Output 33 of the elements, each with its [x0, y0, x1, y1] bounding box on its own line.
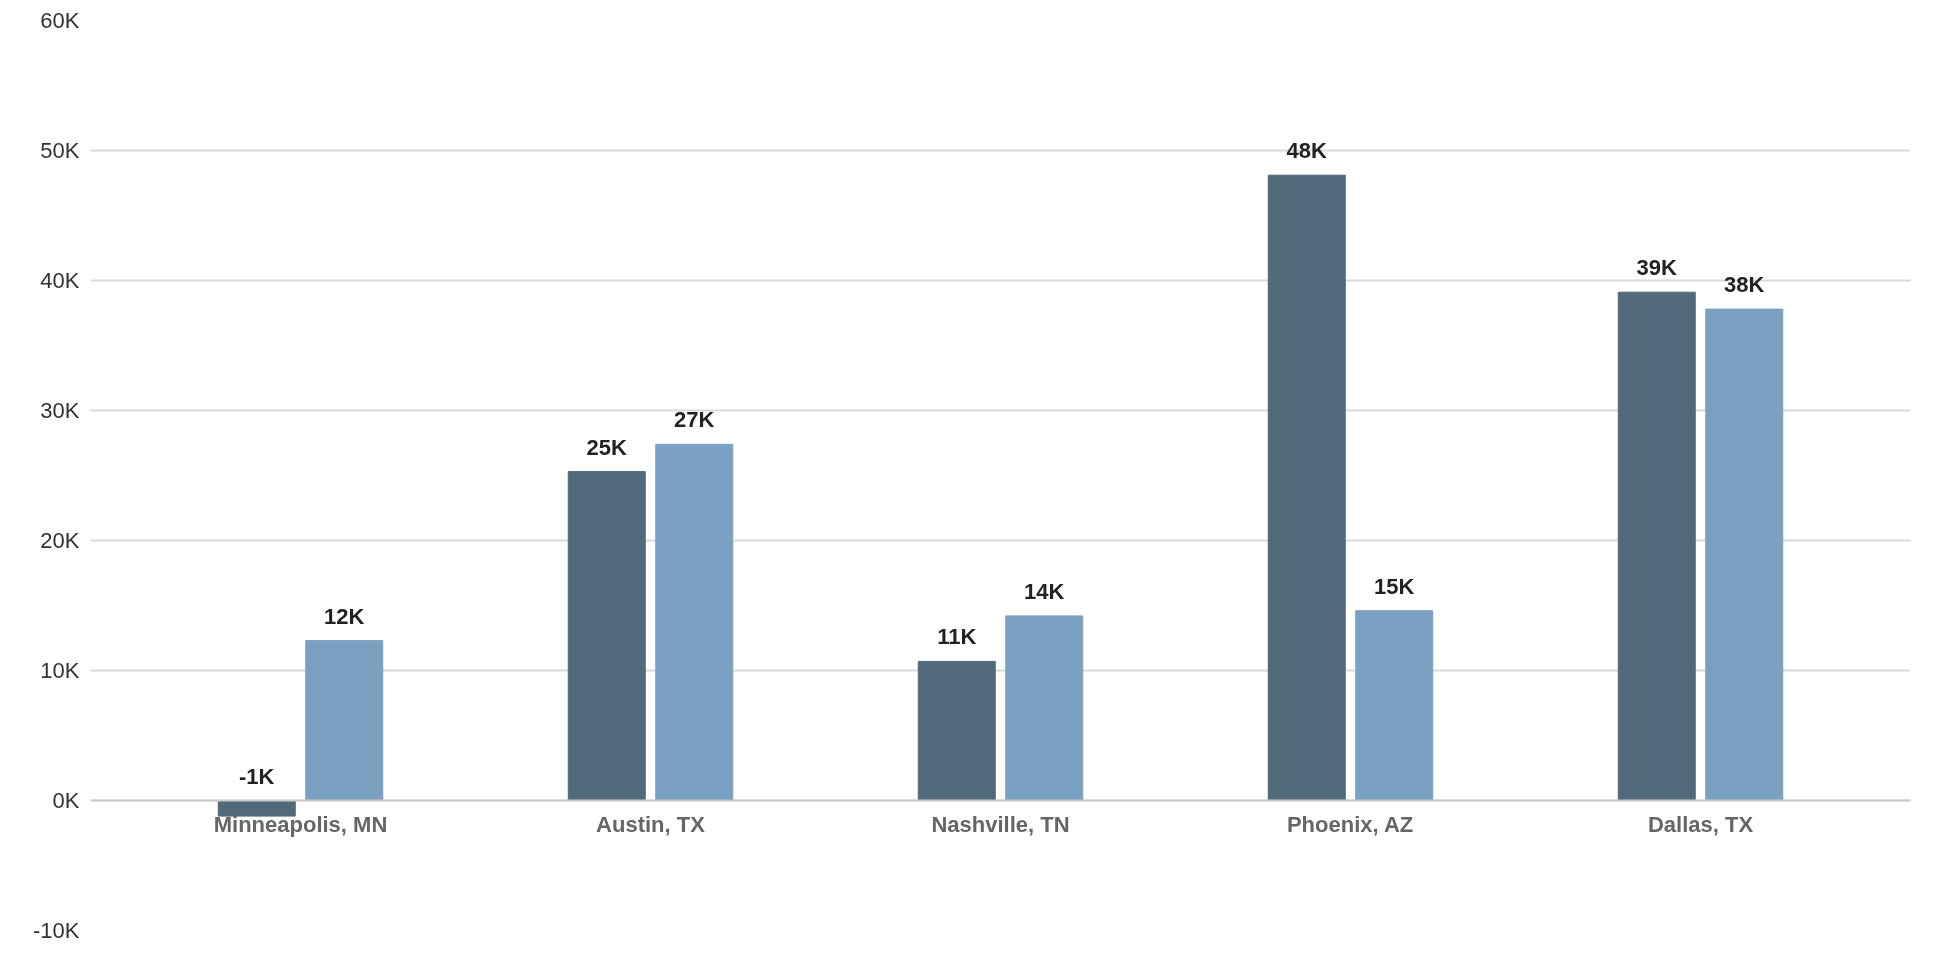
bar [1705, 308, 1784, 801]
bar [567, 471, 646, 801]
bar [655, 443, 734, 801]
x-tick-label: Nashville, TN [931, 811, 1070, 837]
data-label: 14K [1024, 578, 1065, 604]
x-tick-label: Phoenix, AZ [1286, 811, 1414, 837]
bar [1617, 291, 1696, 801]
x-tick-label: Austin, TX [596, 811, 706, 837]
data-label: 39K [1636, 255, 1678, 281]
y-tick-label: 0K [52, 788, 80, 813]
data-label: 11K [937, 624, 977, 650]
data-label: -1K [239, 763, 275, 789]
bar [305, 640, 384, 801]
bar [1267, 174, 1346, 801]
y-tick-label: 40K [40, 268, 80, 293]
bar [1355, 610, 1434, 801]
data-label: 25K [586, 434, 628, 460]
y-tick-label: 30K [40, 398, 80, 423]
y-tick-label: -10K [33, 918, 80, 943]
data-label: 38K [1724, 272, 1765, 298]
y-tick-label: 10K [40, 658, 80, 683]
bar [217, 800, 296, 817]
data-label: 15K [1374, 573, 1415, 599]
y-tick-label: 60K [40, 8, 80, 33]
bar [1005, 615, 1084, 801]
x-tick-label: Minneapolis, MN [213, 811, 388, 837]
y-tick-label: 20K [40, 528, 80, 553]
data-label: 27K [674, 407, 715, 433]
data-label: 12K [324, 603, 365, 629]
x-tick-label: Dallas, TX [1647, 811, 1754, 837]
data-label: 48K [1286, 138, 1328, 164]
bar [917, 660, 996, 801]
y-tick-label: 50K [40, 138, 80, 163]
